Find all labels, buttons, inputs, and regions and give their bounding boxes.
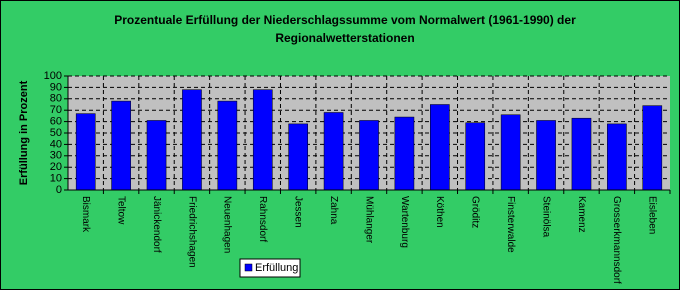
y-tick-label: 30 [50, 150, 62, 162]
x-tick-label: Köthen [434, 196, 445, 228]
y-tick-label: 40 [50, 138, 62, 150]
x-tick-label: Jänickendorf [151, 196, 162, 253]
bar [430, 104, 450, 191]
y-tick-label: 80 [50, 93, 62, 105]
bar [252, 89, 273, 191]
bar [607, 123, 627, 191]
x-tick-label: Neuenhagen [222, 196, 233, 253]
x-tick-label: Teltow [115, 196, 126, 225]
bar [323, 112, 344, 191]
x-tick-label: Wartenburg [399, 196, 410, 248]
bar [146, 120, 167, 191]
y-axis-label: Erfüllung in Prozent [18, 80, 30, 185]
x-tick-label: Mühlanger [363, 196, 374, 244]
x-tick-label: Steinölsa [540, 196, 551, 238]
bar [536, 120, 556, 191]
y-tick-label: 70 [50, 104, 62, 116]
x-tick-label: Kamenz [576, 196, 587, 233]
bar [465, 122, 486, 191]
legend [239, 258, 301, 278]
bar [111, 100, 131, 191]
x-tick-label: Jessen [293, 196, 304, 228]
chart-title: Regionalwetterstationen [275, 31, 414, 45]
bar [75, 113, 96, 191]
bar [642, 105, 663, 191]
bar [571, 117, 592, 191]
x-tick-label: Eisleben [647, 196, 658, 234]
y-tick-label: 20 [50, 161, 62, 173]
y-tick-label: 60 [50, 116, 62, 128]
bar [394, 116, 415, 191]
x-tick-label: Bismark [80, 196, 91, 233]
x-tick-label: Gröditz [470, 196, 481, 228]
x-tick-label: Zahna [328, 196, 339, 225]
bar [359, 120, 379, 191]
y-tick-label: 100 [44, 70, 62, 82]
x-tick-label: Finsterwalde [505, 196, 516, 253]
x-tick-label: Friedrichshagen [186, 196, 197, 268]
x-tick-label: Grosserkmannsdorf [611, 196, 622, 284]
bar [288, 123, 308, 191]
y-tick-label: 50 [50, 127, 62, 139]
bar [217, 100, 238, 191]
y-tick-label: 10 [50, 173, 62, 185]
x-tick-label: Rahnsdorf [257, 196, 268, 242]
y-tick-label: 0 [56, 184, 62, 196]
bar [500, 114, 521, 191]
y-tick-label: 90 [50, 81, 62, 93]
bar [182, 89, 202, 191]
chart-title: Prozentuale Erfüllung der Niederschlagss… [114, 13, 576, 27]
legend-swatch [244, 263, 253, 272]
legend-label: Erfüllung [255, 262, 298, 274]
bars [75, 89, 663, 191]
